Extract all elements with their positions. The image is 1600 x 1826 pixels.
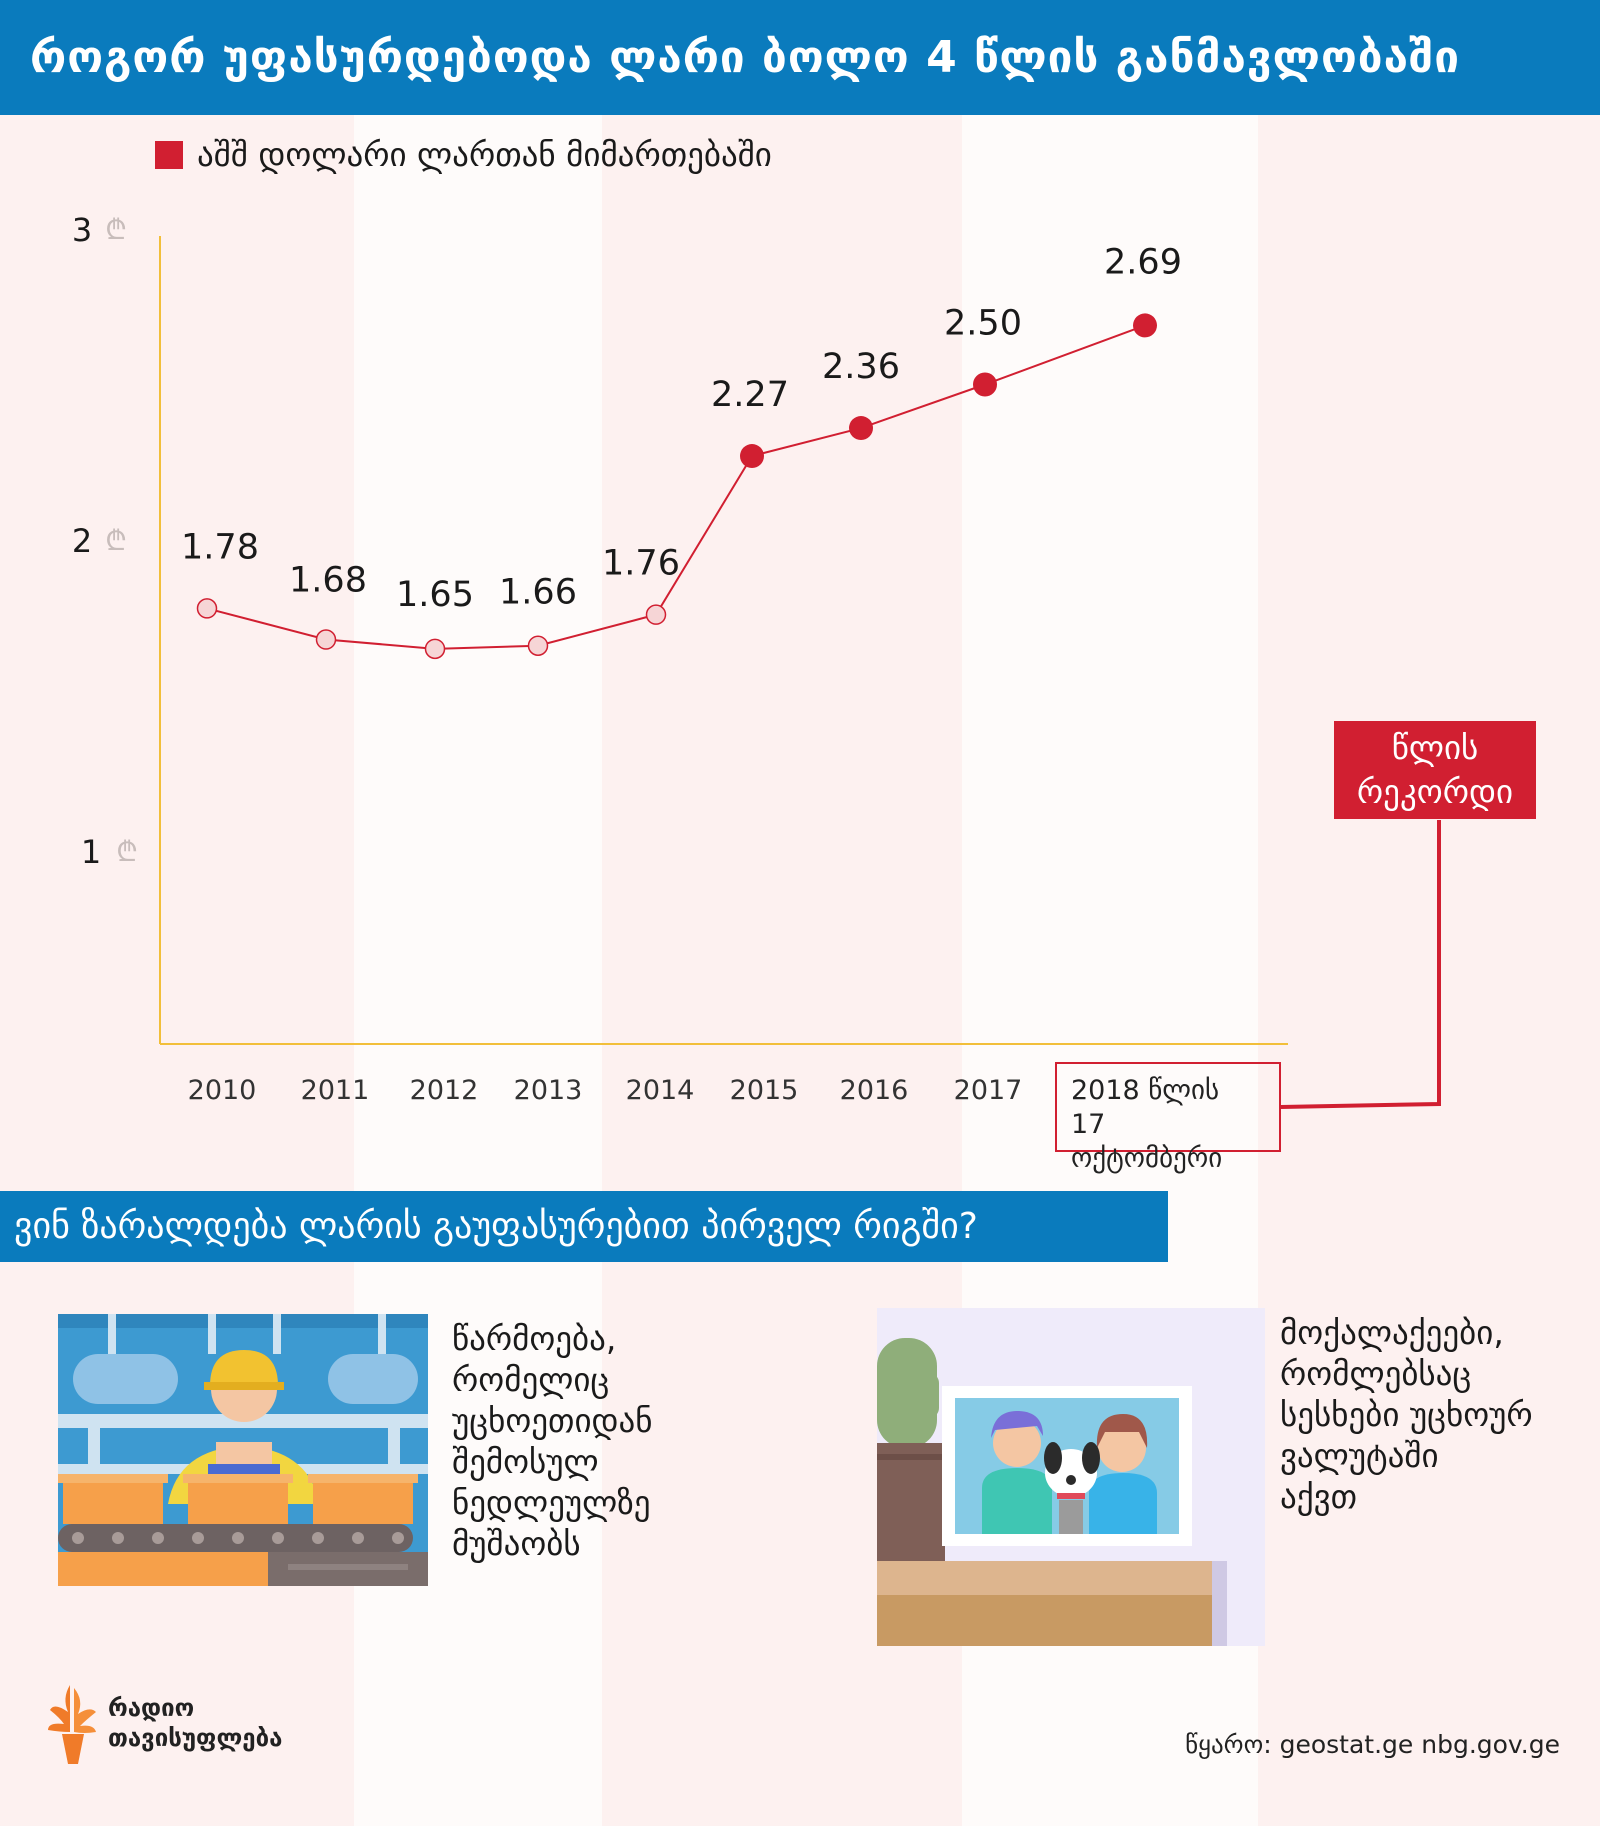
- data-point: [973, 372, 997, 397]
- last-date-label-box: 2018 წლის 17 ოქტომბერი: [1055, 1062, 1281, 1174]
- y-tick-currency: ₾: [105, 524, 127, 557]
- y-tick-currency: ₾: [105, 213, 127, 246]
- x-tick-label: 2011: [301, 1075, 370, 1106]
- x-tick-label: 2014: [626, 1075, 695, 1106]
- data-point: [424, 638, 446, 660]
- x-tick-label: 2012: [410, 1075, 479, 1106]
- data-point: [196, 598, 218, 619]
- data-label: 2.50: [944, 304, 1022, 344]
- section-heading: ვინ ზარალდება ლარის გაუფასურებით პირველ …: [0, 1191, 1168, 1262]
- card-caption-production: წარმოება, რომელიც უცხოეთიდან შემოსულ ნედ…: [452, 1319, 653, 1563]
- x-tick-label: 2016: [840, 1075, 909, 1106]
- y-tick-label: 2: [72, 522, 92, 560]
- factory-worker-illustration: [58, 1314, 428, 1586]
- record-callout: წლის რეკორდი: [1334, 721, 1536, 819]
- data-point: [315, 629, 337, 650]
- data-label: 2.27: [711, 375, 789, 415]
- data-label: 1.76: [602, 544, 680, 584]
- legend-label: აშშ დოლარი ლართან მიმართებაში: [197, 135, 772, 174]
- last-date-line2: 17 ოქტომბერი: [1071, 1109, 1223, 1174]
- x-tick-label: 2013: [514, 1075, 583, 1106]
- data-label: 1.66: [499, 573, 577, 613]
- chart-legend: აშშ დოლარი ლართან მიმართებაში: [155, 135, 772, 174]
- source-note: წყარო: geostat.ge nbg.gov.ge: [1185, 1730, 1560, 1759]
- data-label: 2.36: [822, 347, 900, 387]
- x-tick-label: 2015: [730, 1075, 799, 1106]
- data-point: [1133, 313, 1157, 338]
- data-label: 1.78: [181, 527, 259, 567]
- data-label: 1.65: [396, 575, 474, 615]
- radio-liberty-logo: რადიო თავისუფლება: [44, 1680, 282, 1766]
- last-date-line1: 2018 წლის: [1071, 1075, 1220, 1106]
- data-point: [527, 635, 549, 656]
- x-tick-label: 2017: [954, 1075, 1023, 1106]
- data-label: 2.69: [1104, 242, 1182, 282]
- data-label: 1.68: [289, 561, 367, 601]
- data-point: [740, 444, 764, 469]
- y-tick-label: 3: [72, 211, 92, 249]
- data-point: [849, 416, 873, 441]
- family-photo-illustration: [877, 1308, 1265, 1646]
- record-connector-line: [1280, 820, 1441, 1109]
- y-tick-label: 1: [81, 833, 101, 871]
- x-tick-label: 2010: [188, 1075, 257, 1106]
- legend-swatch: [155, 140, 183, 169]
- record-callout-line2: რეკორდი: [1356, 772, 1514, 811]
- page-title: როგორ უფასურდებოდა ლარი ბოლო 4 წლის განმ…: [0, 0, 1600, 115]
- torch-icon: [48, 1685, 96, 1764]
- logo-line1: რადიო: [108, 1694, 195, 1722]
- record-callout-line1: წლის: [1391, 728, 1479, 767]
- data-point: [645, 604, 667, 625]
- card-caption-citizens: მოქალაქეები, რომლებსაც სესხები უცხოურ ვა…: [1280, 1313, 1533, 1516]
- exchange-rate-chart: 3 ₾ 2 ₾ 1 ₾ 2010 2011 2012 2013 2014 2015 2016 2017 1.…: [72, 211, 1441, 1109]
- y-tick-currency: ₾: [116, 835, 138, 868]
- logo-line2: თავისუფლება: [108, 1724, 283, 1752]
